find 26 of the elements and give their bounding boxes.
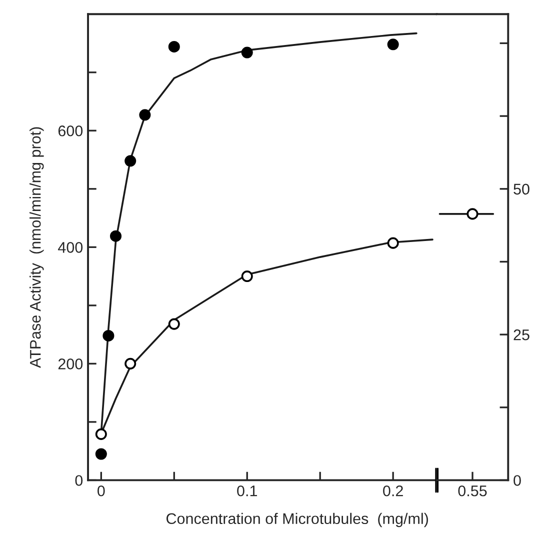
point bbox=[110, 230, 122, 242]
y-tick-label: 200 bbox=[58, 358, 83, 370]
x-axis-title: Concentration of Microtubules (mg/ml) bbox=[166, 512, 428, 528]
y2-tick-label: 0 bbox=[514, 475, 521, 486]
x-tick-label: 0.2 bbox=[383, 485, 403, 496]
y2-tick-label: 25 bbox=[514, 329, 530, 340]
point bbox=[168, 40, 180, 52]
point bbox=[124, 155, 136, 167]
y-tick-label: 600 bbox=[58, 125, 83, 136]
point bbox=[241, 46, 253, 58]
x-tick-label: 0 bbox=[98, 485, 105, 496]
point bbox=[95, 448, 107, 460]
point bbox=[241, 270, 253, 282]
point bbox=[139, 109, 151, 121]
x-tick-label: 0.1 bbox=[237, 485, 257, 496]
y-tick-label: 400 bbox=[58, 242, 83, 253]
point bbox=[387, 38, 399, 50]
point bbox=[95, 428, 107, 440]
point bbox=[102, 330, 114, 342]
point bbox=[387, 237, 399, 249]
y-axis-title: ATPase Activity (nmol/min/mg prot) bbox=[30, 127, 44, 368]
y2-tick-label: 50 bbox=[514, 184, 530, 195]
x-tick-label: 0.55 bbox=[458, 485, 487, 496]
point bbox=[168, 318, 180, 330]
point bbox=[124, 358, 136, 370]
y-tick-label: 0 bbox=[75, 475, 83, 486]
